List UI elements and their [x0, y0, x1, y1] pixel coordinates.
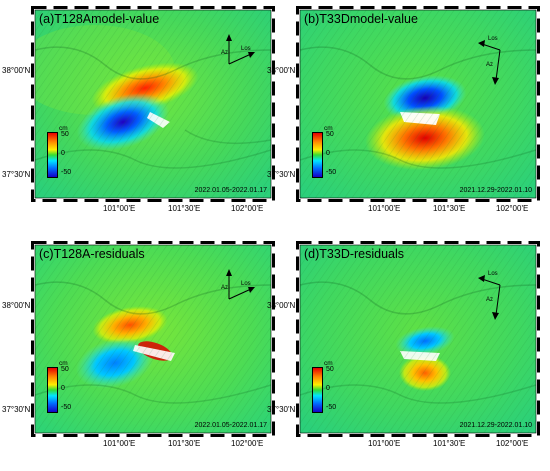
panel-d: (d)T33D-residuals cm 50 0 -50 2021.12.29… — [267, 241, 540, 448]
colorbar — [47, 132, 58, 178]
colorbar-tick-min: -50 — [326, 169, 337, 176]
lat-label-3730: 37°30'N — [2, 405, 31, 414]
azimuth-label: Az — [486, 297, 494, 303]
lon-label-102: 102°00'E — [496, 439, 529, 448]
panel-title: (b)T33Dmodel-value — [304, 12, 418, 26]
los-label: Los — [488, 271, 498, 277]
colorbar-tick-max: 50 — [61, 131, 69, 138]
colorbar-tick-min: -50 — [61, 169, 72, 176]
colorbar-tick-max: 50 — [326, 366, 334, 373]
azimuth-label: Az — [221, 50, 229, 56]
lon-label-101: 101°00'E — [368, 439, 401, 448]
los-label: Los — [241, 281, 251, 287]
lat-label-3730: 37°30'N — [267, 170, 296, 179]
lat-label-38: 38°00'N — [267, 66, 296, 75]
los-label: Los — [488, 36, 498, 42]
lon-label-101: 101°00'E — [103, 439, 136, 448]
colorbar — [47, 367, 58, 413]
map-border — [31, 6, 275, 202]
date-range: 2022.01.05-2022.01.17 — [194, 422, 267, 429]
compass-arrows-icon — [226, 269, 255, 300]
lat-label-3730: 37°30'N — [267, 405, 296, 414]
map-raster — [35, 245, 271, 433]
colorbar-tick-max: 50 — [326, 131, 334, 138]
colorbar-unit: cm — [324, 360, 333, 367]
deformation-map: (d)T33D-residuals cm 50 0 -50 2021.12.29… — [300, 245, 536, 433]
panel-c: (c)T128A-residuals cm 50 0 -50 2022.01.0… — [2, 241, 275, 448]
map-raster — [300, 245, 536, 433]
lat-label-38: 38°00'N — [2, 66, 31, 75]
compass-arrows-icon — [478, 275, 501, 320]
deformation-map: (c)T128A-residuals cm 50 0 -50 2022.01.0… — [35, 245, 271, 433]
map-border — [296, 241, 540, 437]
date-range: 2021.12.29-2022.01.10 — [459, 187, 532, 194]
lon-label-10130: 101°30'E — [168, 204, 201, 213]
colorbar-tick-zero: 0 — [61, 150, 65, 157]
colorbar — [312, 132, 323, 178]
lon-label-10130: 101°30'E — [433, 439, 466, 448]
date-range: 2022.01.05-2022.01.17 — [194, 187, 267, 194]
compass-arrows-icon — [226, 34, 255, 65]
azimuth-label: Az — [486, 62, 494, 68]
lon-label-10130: 101°30'E — [433, 204, 466, 213]
date-range: 2021.12.29-2022.01.10 — [459, 422, 532, 429]
lon-label-10130: 101°30'E — [168, 439, 201, 448]
compass-arrows-icon — [478, 40, 501, 85]
deformation-map: (b)T33Dmodel-value cm 50 0 -50 2021.12.2… — [300, 10, 536, 198]
panel-title: (c)T128A-residuals — [39, 247, 145, 261]
colorbar-tick-zero: 0 — [326, 150, 330, 157]
los-label: Los — [241, 46, 251, 52]
panel-b: (b)T33Dmodel-value cm 50 0 -50 2021.12.2… — [267, 6, 540, 213]
map-border — [31, 241, 275, 437]
colorbar-unit: cm — [59, 125, 68, 132]
colorbar — [312, 367, 323, 413]
colorbar-unit: cm — [59, 360, 68, 367]
lat-label-38: 38°00'N — [267, 301, 296, 310]
panel-title: (a)T128Amodel-value — [39, 12, 160, 26]
azimuth-label: Az — [221, 285, 229, 291]
lat-label-38: 38°00'N — [2, 301, 31, 310]
panel-title: (d)T33D-residuals — [304, 247, 405, 261]
map-raster — [300, 10, 536, 198]
lon-label-102: 102°00'E — [231, 204, 264, 213]
panel-a: (a)T128Amodel-value cm 50 0 -50 2022.01.… — [2, 6, 275, 213]
colorbar-tick-zero: 0 — [326, 385, 330, 392]
deformation-map: (a)T128Amodel-value cm 50 0 -50 2022.01.… — [35, 10, 271, 198]
colorbar-tick-min: -50 — [61, 404, 72, 411]
lat-label-3730: 37°30'N — [2, 170, 31, 179]
map-raster — [35, 10, 271, 198]
colorbar-unit: cm — [324, 125, 333, 132]
lon-label-102: 102°00'E — [496, 204, 529, 213]
map-border — [296, 6, 540, 202]
colorbar-tick-max: 50 — [61, 366, 69, 373]
colorbar-tick-zero: 0 — [61, 385, 65, 392]
lon-label-102: 102°00'E — [231, 439, 264, 448]
colorbar-tick-min: -50 — [326, 404, 337, 411]
lon-label-101: 101°00'E — [368, 204, 401, 213]
lon-label-101: 101°00'E — [103, 204, 136, 213]
